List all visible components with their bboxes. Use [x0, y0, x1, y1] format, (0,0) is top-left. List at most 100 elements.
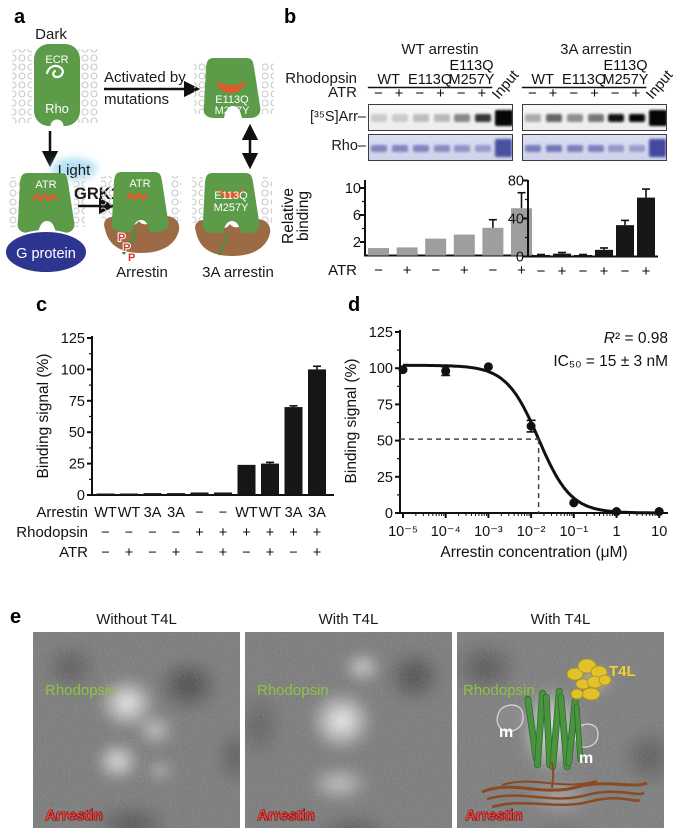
rho-label: Rho	[45, 101, 69, 116]
panel-d-label: d	[348, 294, 361, 316]
em-title-without-t4l: Without T4L	[96, 611, 177, 628]
gel-35s-arr-wt	[368, 104, 513, 131]
phospho-tail	[121, 229, 139, 255]
bar	[368, 248, 389, 256]
gel-group-label: M257Y	[603, 72, 649, 88]
category-sign: −	[431, 262, 440, 279]
category-sign: −	[537, 263, 546, 280]
atr-row-label: ATR	[328, 84, 357, 101]
category-sign: WT	[94, 505, 117, 521]
arrestin-ribbon	[481, 761, 648, 809]
g-protein-label: G protein	[16, 246, 76, 262]
x-axis-title: Arrestin concentration (μM)	[440, 544, 627, 561]
bar	[616, 225, 634, 257]
gel-atr-sign: +	[590, 85, 599, 102]
gel-atr-sign: −	[415, 85, 424, 102]
y-tick-label: 0	[516, 250, 524, 266]
bar	[553, 253, 571, 257]
rhodopsin-ribbon	[524, 687, 584, 771]
gel-band-rho	[628, 145, 645, 152]
grk1-label: GRK1	[74, 185, 120, 203]
y-axis-title: binding	[295, 191, 312, 241]
panel-b-label: b	[284, 6, 297, 28]
ic50-annotation: IC₅₀ = 15 ± 3 nM	[553, 353, 668, 370]
lipid-bilayer	[74, 177, 85, 227]
x-tick-label: 10⁻⁵	[388, 524, 418, 540]
category-sign: +	[558, 263, 567, 280]
gel-35s-arr-3a	[522, 104, 667, 131]
gel-atr-sign: +	[549, 85, 558, 102]
panel-e-label: e	[10, 606, 22, 628]
bar	[637, 197, 655, 257]
category-sign: +	[219, 545, 227, 561]
data-point	[569, 498, 579, 508]
category-sign: +	[313, 525, 321, 541]
category-sign: +	[242, 525, 250, 541]
y-tick-label: 75	[377, 397, 393, 413]
gel-atr-sign: +	[477, 85, 486, 102]
data-point	[398, 365, 408, 375]
fit-curve	[403, 363, 660, 515]
bar	[574, 255, 592, 257]
gel-group-label: WT	[531, 72, 554, 88]
r-squared-annotation: R² = 0.98	[604, 330, 668, 347]
gel-input-label: Input	[489, 68, 522, 103]
gel-band-arr	[392, 114, 409, 122]
category-sign: −	[489, 262, 498, 279]
gel-band-rho	[433, 145, 450, 152]
lipid-bilayer	[170, 176, 181, 222]
panel-a-label: a	[14, 6, 26, 28]
category-sign: +	[195, 525, 203, 541]
y-tick-label: 2	[353, 235, 361, 251]
category-sign: 3A	[144, 505, 162, 521]
gel-group-label: E113Q	[449, 58, 493, 74]
em-noise	[33, 632, 240, 828]
data-point	[483, 362, 493, 372]
lipid-bilayer	[262, 62, 274, 114]
gel-band-arr	[433, 114, 450, 122]
wt-arrestin-title: WT arrestin	[401, 41, 479, 58]
mutant-e113q-label: E113Q	[215, 94, 249, 106]
gel-atr-sign: −	[374, 85, 383, 102]
category-sign: +	[266, 545, 274, 561]
mutant-m257y-label: M257Y	[215, 105, 251, 117]
y-tick-label: 40	[508, 212, 524, 228]
y-tick-label: 6	[353, 208, 361, 224]
panel-a-diagram: Dark ECR Rho Light Activated by mutation…	[4, 26, 274, 281]
bar	[284, 407, 303, 495]
rhodopsin-density-label: Rhodopsin	[463, 682, 535, 699]
category-sign: −	[195, 545, 203, 561]
gel-band-arr	[454, 114, 471, 122]
gel-band-rho	[412, 145, 429, 152]
data-point	[441, 366, 451, 376]
category-sign: −	[101, 525, 109, 541]
em-image-with-t4l-model: T4L Rhodopsin m m Arrestin	[457, 632, 664, 828]
category-sign: +	[517, 262, 526, 279]
t4l-ribbon	[566, 658, 612, 701]
gel-band-rho	[546, 145, 563, 152]
mutant-e113q-label: E113Q	[214, 190, 248, 202]
gel-band-rho	[608, 145, 625, 152]
category-sign: −	[195, 505, 203, 521]
category-sign: −	[219, 505, 227, 521]
category-sign: −	[148, 525, 156, 541]
category-sign: +	[313, 545, 321, 561]
phospho-tail	[217, 232, 230, 256]
gel-atr-sign: +	[631, 85, 640, 102]
y-tick-label: 100	[61, 362, 85, 378]
category-row-label: ATR	[328, 262, 357, 279]
lipid-bilayer	[261, 177, 272, 223]
atr-label: ATR	[129, 178, 150, 190]
category-sign: +	[460, 262, 469, 279]
lipid-bilayer	[101, 176, 112, 222]
gel-atr-sign: +	[436, 85, 445, 102]
y-tick-label: 0	[385, 506, 393, 522]
category-sign: +	[642, 263, 651, 280]
gel-rho-3a	[522, 134, 667, 161]
category-sign: −	[289, 545, 297, 561]
x-tick-label: 10⁻¹	[559, 524, 588, 540]
y-tick-label: 100	[369, 361, 393, 377]
gel-group-label: M257Y	[449, 72, 495, 88]
category-row-label: Arrestin	[36, 504, 88, 521]
y-tick-label: 10	[345, 181, 361, 197]
